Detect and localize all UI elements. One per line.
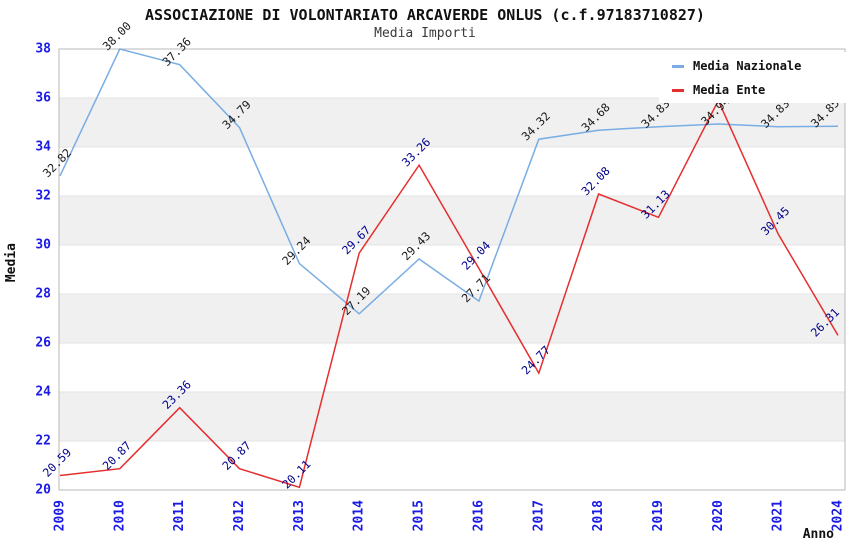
x-tick-label: 2013 bbox=[292, 500, 307, 531]
legend-line-swatch-ente bbox=[672, 88, 684, 92]
data-label: 38.00 bbox=[100, 19, 134, 53]
grid-band bbox=[59, 98, 845, 147]
x-tick-label: 2015 bbox=[412, 500, 427, 531]
y-tick-label: 34 bbox=[35, 140, 51, 155]
y-tick-label: 26 bbox=[35, 336, 51, 351]
y-tick-label: 38 bbox=[35, 42, 51, 57]
y-tick-label: 28 bbox=[35, 287, 51, 302]
legend-line-swatch-nazionale bbox=[672, 64, 684, 68]
x-tick-label: 2020 bbox=[711, 500, 726, 531]
legend-item-media-ente: Media Ente bbox=[672, 83, 847, 97]
legend-label: Media Nazionale bbox=[693, 59, 802, 73]
x-tick-label: 2016 bbox=[471, 500, 486, 531]
plot-border bbox=[58, 48, 846, 491]
grid-band bbox=[59, 294, 845, 343]
y-tick-label: 36 bbox=[35, 91, 51, 106]
y-tick-label: 30 bbox=[35, 238, 51, 253]
x-tick-label: 2017 bbox=[531, 500, 546, 531]
series-line-media-ente bbox=[59, 98, 839, 489]
y-tick-label: 22 bbox=[35, 434, 51, 449]
x-tick-label: 2019 bbox=[651, 500, 666, 531]
legend: Media Nazionale Media Ente bbox=[659, 52, 847, 103]
x-tick-label: 2009 bbox=[53, 500, 68, 531]
x-tick-label: 2024 bbox=[831, 500, 846, 531]
x-tick-label: 2012 bbox=[232, 500, 247, 531]
y-axis-title: Media bbox=[4, 243, 19, 283]
legend-item-media-nazionale: Media Nazionale bbox=[672, 59, 847, 73]
chart-subtitle: Media Importi bbox=[374, 26, 476, 41]
chart-title: ASSOCIAZIONE DI VOLONTARIATO ARCAVERDE O… bbox=[145, 6, 705, 24]
x-axis-title: Anno bbox=[802, 527, 834, 542]
x-tick-label: 2021 bbox=[771, 500, 786, 531]
x-tick-label: 2014 bbox=[352, 500, 367, 531]
x-tick-label: 2010 bbox=[112, 500, 127, 531]
series-line-media-nazionale bbox=[59, 48, 839, 315]
x-tick-label: 2011 bbox=[172, 500, 187, 531]
legend-label: Media Ente bbox=[693, 83, 766, 97]
grid-band bbox=[59, 392, 845, 441]
y-tick-label: 20 bbox=[35, 483, 51, 498]
x-tick-label: 2018 bbox=[591, 500, 606, 531]
y-tick-label: 24 bbox=[35, 385, 51, 400]
y-tick-label: 32 bbox=[35, 189, 51, 204]
